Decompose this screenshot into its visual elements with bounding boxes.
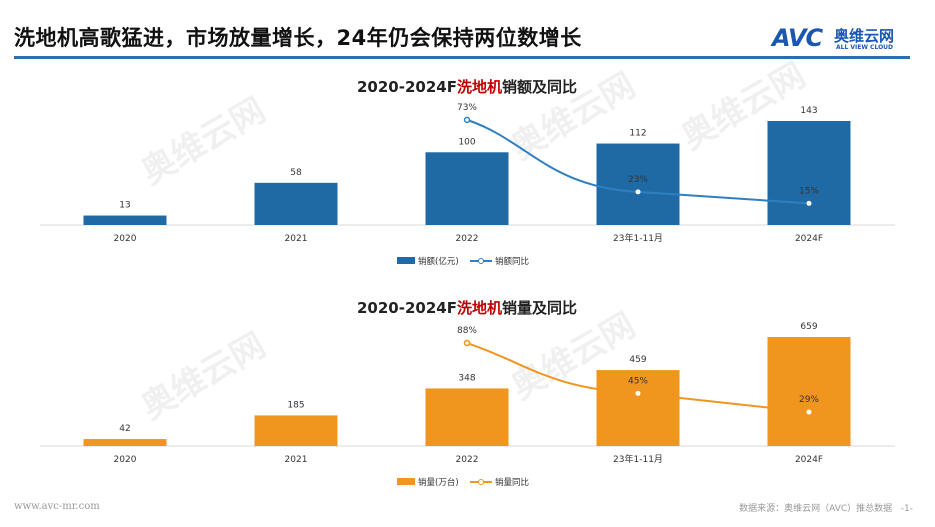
legend-bar-swatch xyxy=(397,478,415,485)
bar xyxy=(425,388,509,446)
yoy-line xyxy=(466,342,810,414)
bar xyxy=(425,152,509,225)
yoy-label: 15% xyxy=(799,186,819,196)
yoy-point xyxy=(806,200,812,206)
bar-value-label: 143 xyxy=(800,106,817,116)
logo-cn: 奥维云网 xyxy=(834,27,895,45)
legend-bar-label: 销额(亿元) xyxy=(418,256,459,267)
x-tick-label: 2024F xyxy=(795,234,823,244)
x-tick-label: 2021 xyxy=(285,234,308,244)
yoy-label: 23% xyxy=(628,175,648,185)
bar xyxy=(596,370,680,446)
bar xyxy=(83,215,167,225)
yoy-point xyxy=(463,116,471,124)
yoy-label: 73% xyxy=(457,103,477,113)
footer-source: 数据来源：奥维云网（AVC）推总数据 -1- xyxy=(739,501,913,514)
bar-value-label: 13 xyxy=(119,201,130,211)
x-tick-label: 23年1-11月 xyxy=(613,453,663,465)
legend-line-label: 销量同比 xyxy=(495,477,529,488)
bar xyxy=(254,415,338,446)
yoy-point xyxy=(635,390,641,396)
x-tick-label: 2020 xyxy=(114,455,137,465)
logo-en: ALL VIEW CLOUD xyxy=(836,44,894,51)
bar-value-label: 659 xyxy=(800,322,817,332)
yoy-label: 45% xyxy=(628,376,648,386)
title-divider xyxy=(14,56,910,59)
x-tick-label: 2024F xyxy=(795,455,823,465)
source-text: 数据来源：奥维云网（AVC）推总数据 xyxy=(739,504,893,514)
yoy-line xyxy=(466,118,810,205)
yoy-point xyxy=(635,189,641,195)
footer-website[interactable]: www.avc-mr.com xyxy=(14,501,100,512)
bar-value-label: 185 xyxy=(287,400,304,410)
bar xyxy=(767,337,851,446)
bar xyxy=(254,182,338,225)
yoy-label: 29% xyxy=(799,395,819,405)
bar-value-label: 112 xyxy=(629,129,646,139)
logo-text: AVC xyxy=(772,24,823,52)
page-number: -1- xyxy=(900,504,913,514)
chart-title: 2020-2024F洗地机销量及同比 xyxy=(357,299,577,317)
bar xyxy=(596,143,680,225)
legend-line-label: 销额同比 xyxy=(495,256,529,267)
bar-value-label: 459 xyxy=(629,355,646,365)
chart-title: 2020-2024F洗地机销额及同比 xyxy=(357,78,577,96)
x-tick-label: 2021 xyxy=(285,455,308,465)
watermark: 奥维云网 xyxy=(135,90,273,193)
page-title: 洗地机高歌猛进，市场放量增长，24年仍会保持两位数增长 xyxy=(14,26,582,50)
watermark: 奥维云网 xyxy=(135,325,273,428)
bar-value-label: 58 xyxy=(290,168,302,178)
bar xyxy=(767,121,851,225)
legend-bar-label: 销量(万台) xyxy=(418,477,459,488)
bar-value-label: 348 xyxy=(458,373,475,383)
bar-value-label: 100 xyxy=(458,137,475,147)
yoy-point xyxy=(806,409,812,415)
legend-bar-swatch xyxy=(397,257,415,264)
yoy-label: 88% xyxy=(457,326,477,336)
x-tick-label: 2022 xyxy=(456,455,479,465)
avc-logo: AVC 奥维云网 ALL VIEW CLOUD xyxy=(772,24,894,52)
legend-line-marker xyxy=(478,479,484,485)
x-tick-label: 2022 xyxy=(456,234,479,244)
x-tick-label: 2020 xyxy=(114,234,137,244)
yoy-point xyxy=(463,339,471,347)
bar-value-label: 42 xyxy=(119,424,130,434)
x-tick-label: 23年1-11月 xyxy=(613,232,663,244)
bar xyxy=(83,439,167,446)
legend-line-marker xyxy=(478,258,484,264)
